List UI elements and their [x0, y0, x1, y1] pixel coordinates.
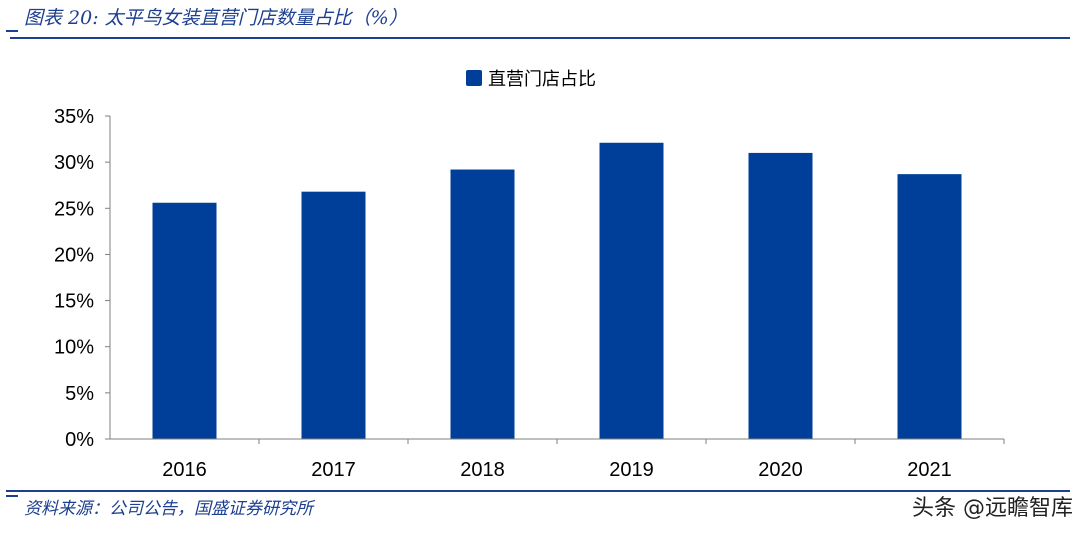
bar-2019 [599, 142, 664, 439]
x-axis-tick-labels: 2016 2017 2018 2019 2020 2021 [162, 459, 952, 481]
axes [105, 115, 1005, 444]
bar-2017 [301, 191, 366, 439]
bar-2016 [152, 202, 217, 439]
x-tick-label: 2019 [609, 459, 654, 481]
y-tick-label: 35% [54, 106, 94, 128]
x-tick-label: 2016 [162, 459, 207, 481]
y-tick-label: 20% [54, 244, 94, 266]
y-tick-label: 15% [54, 291, 94, 313]
figure-title: 图表 20: 太平鸟女装直营门店数量占比（%） [24, 7, 408, 29]
footer-rule [6, 490, 1070, 492]
y-tick-label: 5% [65, 383, 94, 405]
bar-2018 [450, 169, 515, 440]
legend: 直营门店占比 [466, 69, 596, 90]
y-axis-tick-labels: 0% 5% 10% 15% 20% 25% 30% 35% [54, 106, 94, 451]
bar-2021 [897, 174, 962, 439]
bar-2020 [748, 152, 813, 439]
x-tick-label: 2017 [311, 459, 356, 481]
source-note: 资料来源：公司公告，国盛证券研究所 [24, 499, 313, 519]
y-tick-label: 30% [54, 152, 94, 174]
header-rule-tick [6, 30, 18, 32]
legend-swatch [466, 70, 482, 86]
bars [152, 142, 962, 440]
header-rule [10, 37, 1070, 39]
legend-label: 直营门店占比 [488, 69, 596, 90]
y-tick-label: 25% [54, 198, 94, 220]
watermark: 头条 @远瞻智库 [912, 496, 1073, 521]
x-tick-label: 2021 [907, 459, 952, 481]
x-tick-label: 2020 [758, 459, 803, 481]
y-tick-label: 10% [54, 337, 94, 359]
bar-chart: 直营门店占比 0%5%10%15%20%25%30%35% 2016 2017 20… [54, 69, 1005, 481]
x-tick-label: 2018 [460, 459, 505, 481]
footer-rule-tick [6, 495, 18, 497]
y-tick-label: 0% [65, 429, 94, 451]
